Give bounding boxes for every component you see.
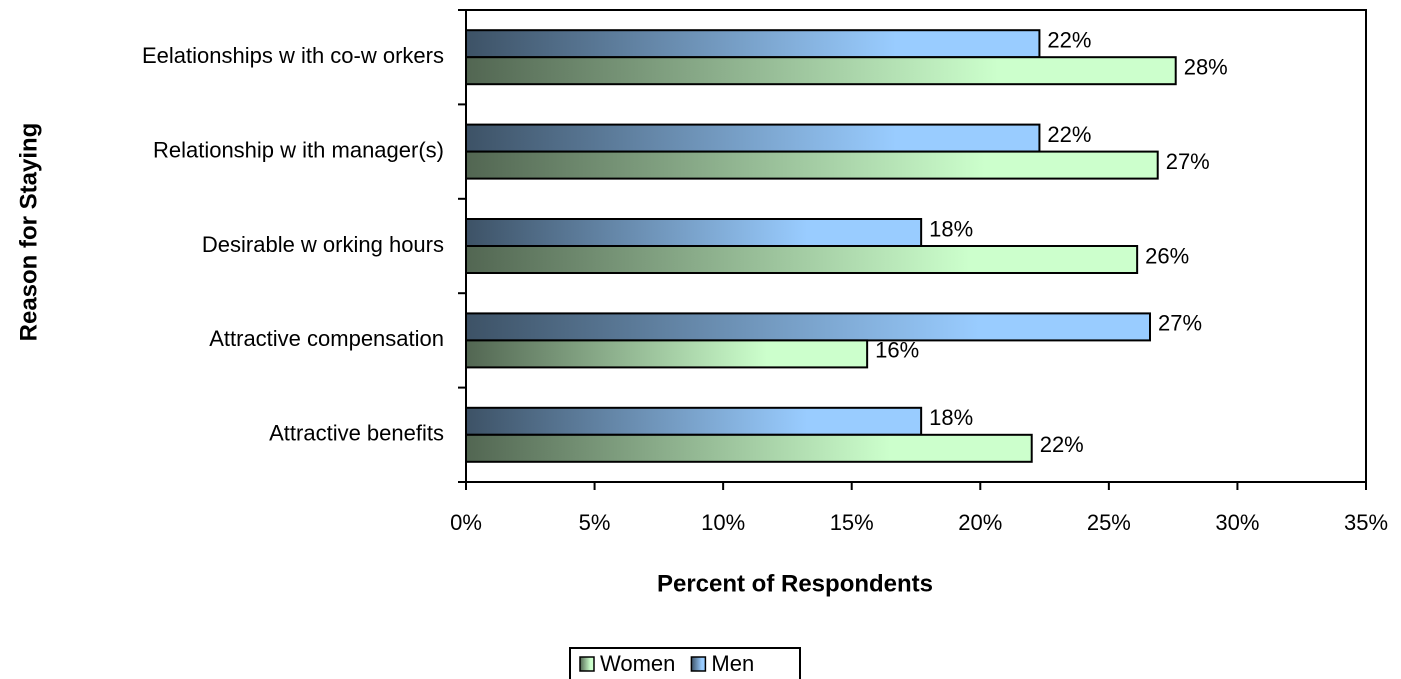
- value-label: 26%: [1145, 243, 1189, 268]
- bar: [465, 29, 1041, 59]
- legend-box: [569, 647, 801, 679]
- x-tick-label: 5%: [579, 510, 611, 535]
- bar: [465, 123, 1041, 153]
- x-axis-title: Percent of Respondents: [657, 570, 933, 597]
- bar: [465, 406, 923, 436]
- y-tick-label: Relationship w ith manager(s): [153, 137, 444, 162]
- bar: [465, 433, 1033, 463]
- bar: [465, 218, 923, 247]
- legend-swatch: [579, 656, 595, 672]
- y-tick-label: Eelationships w ith co-w orkers: [142, 43, 444, 68]
- value-label: 22%: [1047, 122, 1091, 147]
- value-label: 22%: [1040, 432, 1084, 457]
- legend-label: Men: [711, 651, 754, 676]
- x-tick-label: 35%: [1344, 510, 1388, 535]
- value-label: 27%: [1158, 311, 1202, 336]
- x-tick-label: 25%: [1087, 510, 1131, 535]
- value-label: 18%: [929, 216, 973, 241]
- value-label: 28%: [1184, 55, 1228, 80]
- bar: [465, 312, 1151, 342]
- x-tick-label: 15%: [830, 510, 874, 535]
- y-axis-title: Reason for Staying: [15, 123, 42, 342]
- legend-label: Women: [600, 651, 675, 676]
- legend-swatch: [690, 656, 707, 672]
- y-tick-label: Desirable w orking hours: [202, 232, 444, 257]
- bar: [465, 339, 869, 369]
- x-tick-label: 20%: [958, 510, 1002, 535]
- value-label: 16%: [875, 338, 919, 363]
- x-tick-label: 0%: [450, 510, 482, 535]
- bar: [465, 56, 1177, 86]
- bar: [465, 150, 1159, 180]
- bar: [465, 245, 1139, 274]
- y-tick-label: Attractive benefits: [269, 421, 444, 446]
- value-label: 22%: [1047, 28, 1091, 53]
- value-label: 27%: [1166, 149, 1210, 174]
- x-tick-label: 30%: [1215, 510, 1259, 535]
- value-label: 18%: [929, 405, 973, 430]
- y-tick-label: Attractive compensation: [209, 326, 444, 351]
- x-tick-label: 10%: [701, 510, 745, 535]
